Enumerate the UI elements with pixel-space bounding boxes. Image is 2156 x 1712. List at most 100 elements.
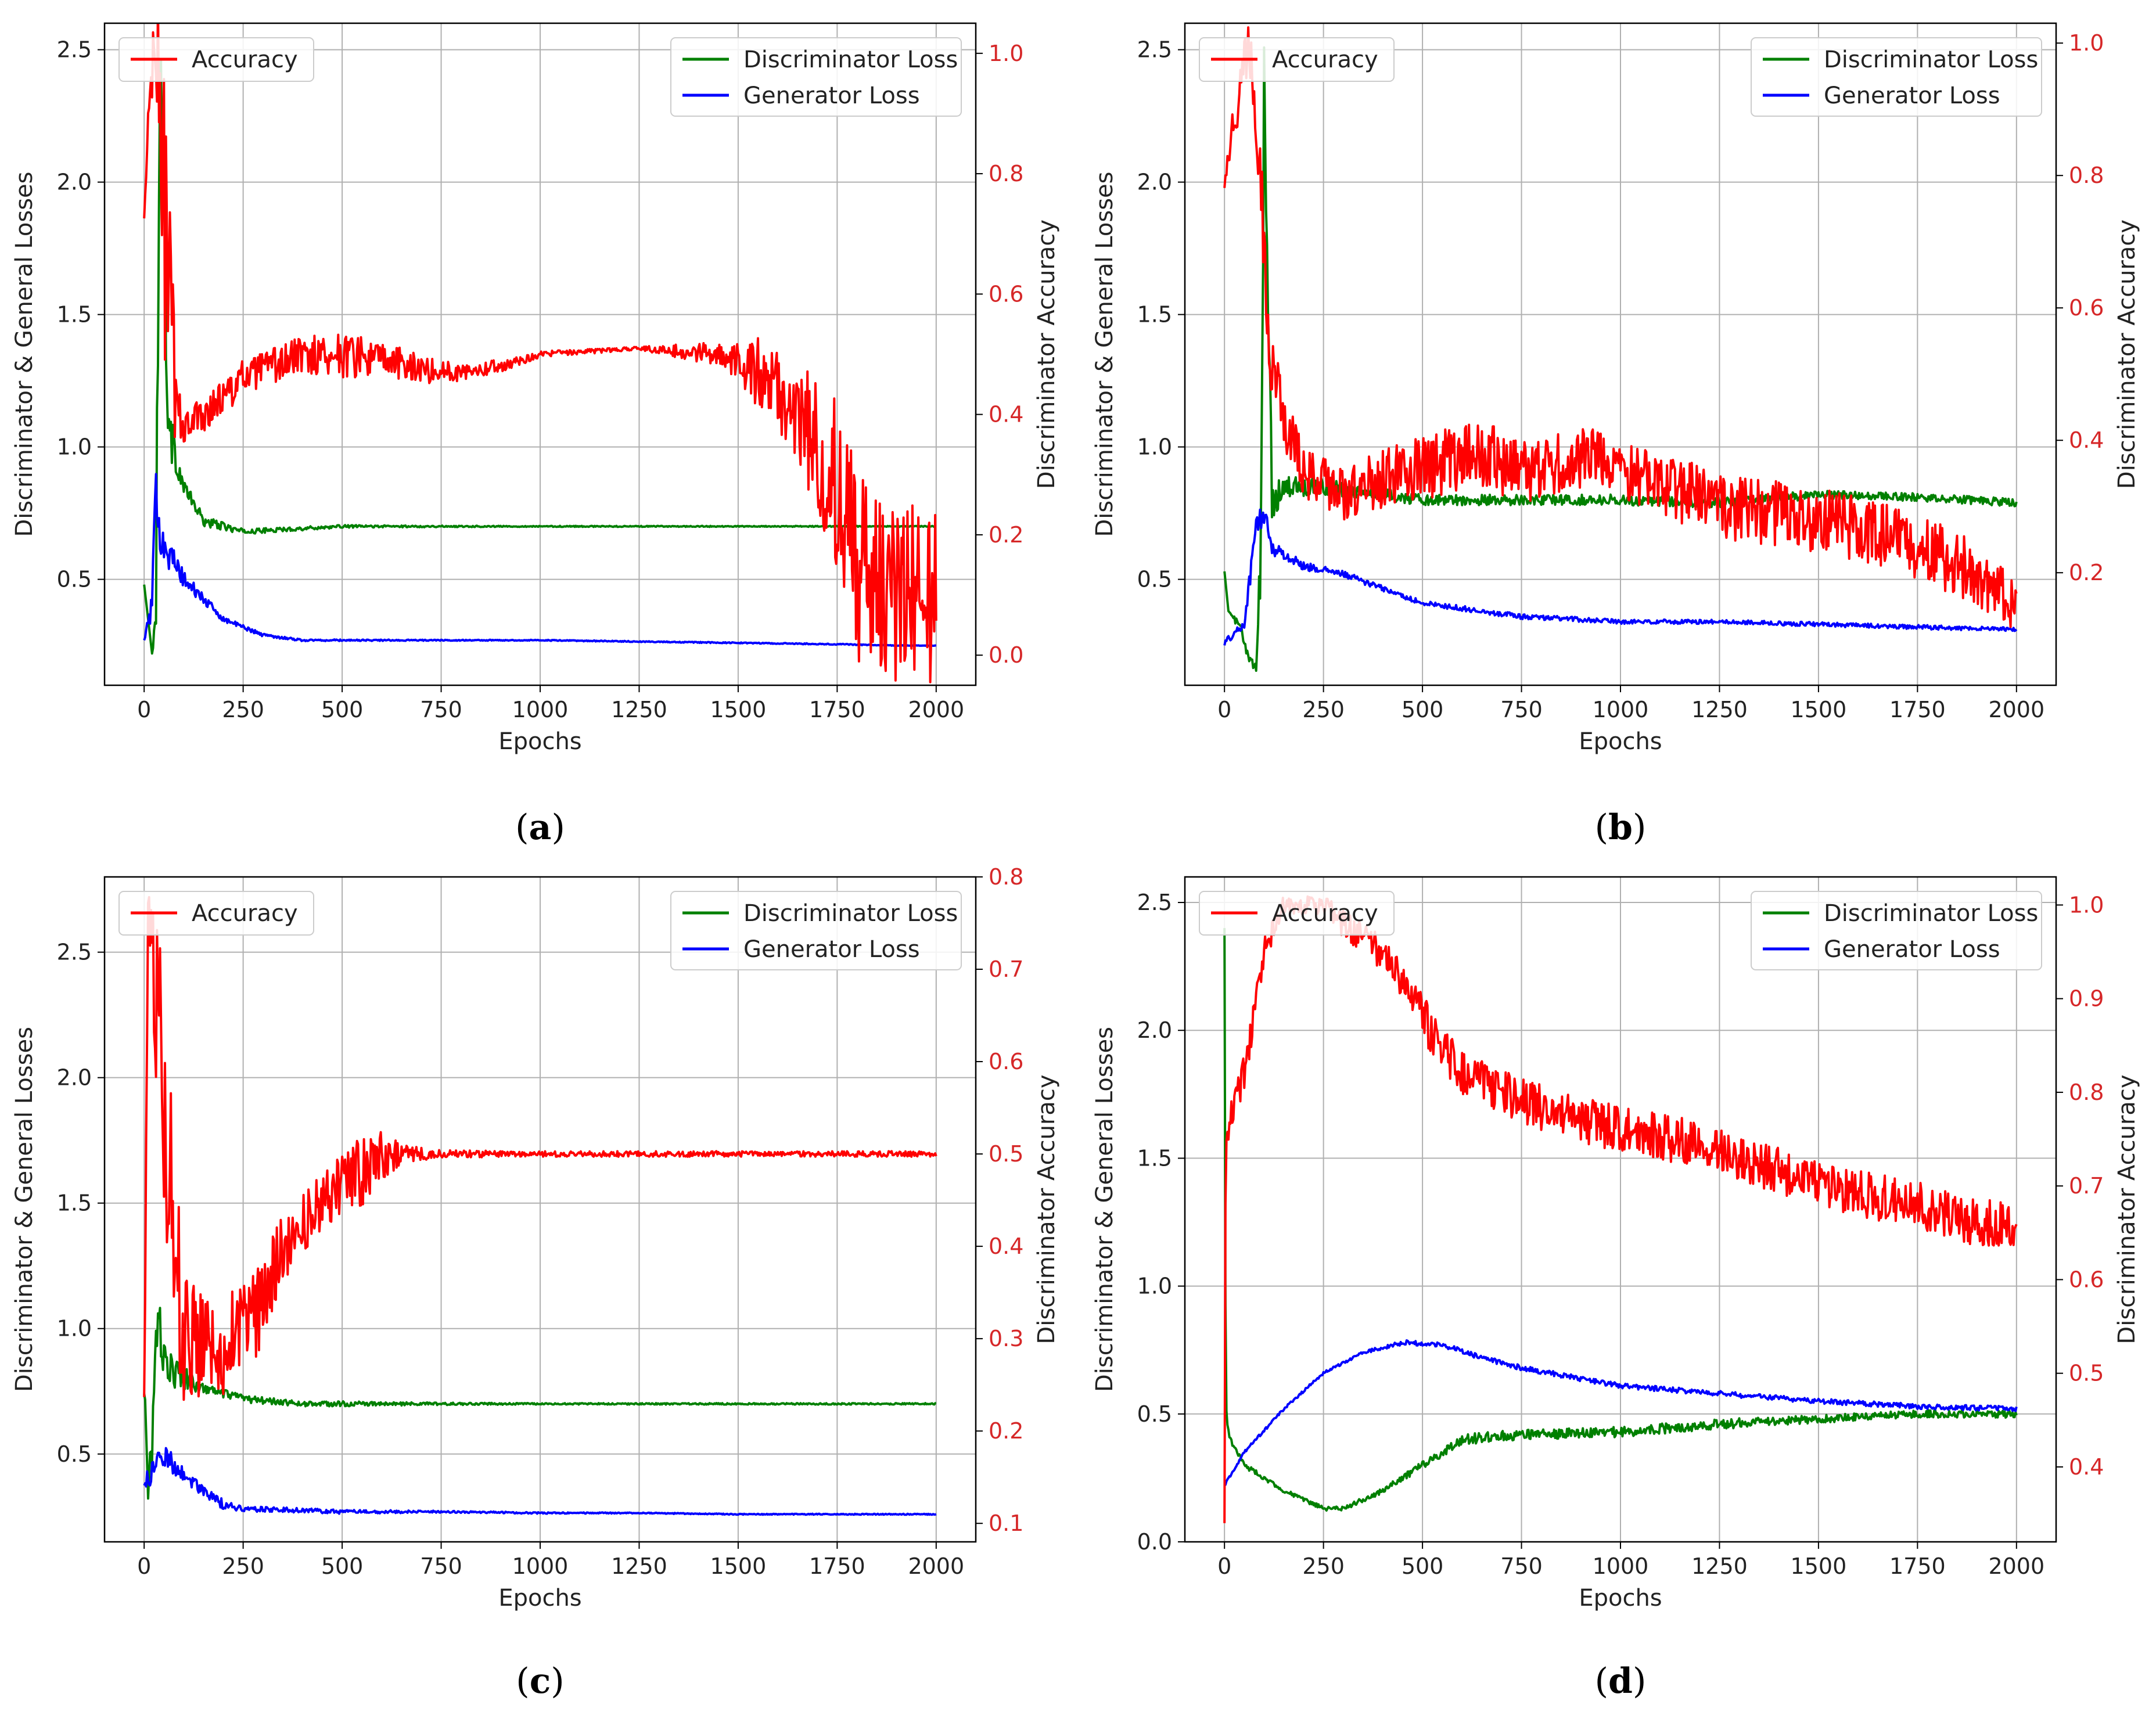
x-axis-title: Epochs (498, 728, 581, 755)
legend-box (118, 37, 314, 82)
legend-accuracy: Accuracy (118, 37, 314, 82)
panel-caption-c: (c) (516, 1661, 564, 1702)
y2-tick-label: 0.3 (989, 1326, 1023, 1351)
x-axis-title: Epochs (498, 1585, 581, 1612)
y2-axis-title: Discriminator Accuracy (2114, 1074, 2140, 1344)
y2-tick-label: 0.2 (989, 522, 1023, 548)
x-tick-label: 250 (222, 1553, 264, 1579)
legend-label-generator-loss: Generator Loss (743, 82, 920, 109)
x-tick-label: 1750 (809, 1553, 865, 1579)
x-tick-label: 250 (222, 697, 264, 722)
y2-tick-label: 0.0 (989, 642, 1023, 668)
legend-label-accuracy: Accuracy (192, 46, 298, 73)
y2-axis-title: Discriminator Accuracy (1033, 1074, 1060, 1344)
y-tick-label: 1.5 (1137, 1145, 1172, 1171)
generator-loss-line (143, 473, 937, 647)
y-axis-title: Discriminator & General Losses (11, 1027, 38, 1392)
x-tick-label: 1500 (1791, 1553, 1847, 1579)
y-tick-label: 2.5 (1137, 37, 1172, 63)
accuracy-line (1223, 26, 2018, 628)
x-tick-label: 1750 (809, 697, 865, 722)
y2-tick-label: 0.5 (2069, 1361, 2104, 1386)
legend-label-generator-loss: Generator Loss (1824, 82, 2000, 109)
legend-label-discriminator-loss: Discriminator Loss (743, 900, 958, 927)
y-tick-label: 1.0 (57, 434, 92, 460)
y-tick-label: 1.0 (1137, 1274, 1172, 1299)
y-tick-label: 0.5 (1137, 1401, 1172, 1427)
legend-accuracy: Accuracy (1199, 37, 1395, 82)
y-tick-label: 1.0 (1137, 434, 1172, 460)
y2-tick-label: 0.2 (989, 1418, 1023, 1444)
panel-caption-a: (a) (515, 807, 565, 848)
y-tick-label: 2.5 (57, 940, 92, 965)
legend-accuracy: Accuracy (1199, 891, 1395, 936)
y2-tick-label: 0.6 (2069, 295, 2104, 321)
legend-label-accuracy: Accuracy (1272, 46, 1378, 73)
x-tick-label: 1000 (512, 1553, 569, 1579)
accuracy-line (143, 895, 937, 1401)
x-tick-label: 1000 (1593, 697, 1649, 722)
x-tick-label: 750 (1500, 1553, 1543, 1579)
y-tick-label: 2.0 (1137, 170, 1172, 195)
y-tick-label: 2.5 (57, 37, 92, 63)
generator-loss-line (1224, 1339, 2018, 1486)
x-tick-label: 500 (321, 697, 364, 722)
y2-tick-label: 0.6 (989, 1049, 1023, 1074)
y-axis-title: Discriminator & General Losses (1091, 171, 1118, 537)
chart-panel-d: 0 250 500 750 1000 1250 1500 1750 2000 0.0 0.5 1.0 1… (1091, 876, 2140, 1612)
chart-panel-a: 0 250 500 750 1000 1250 1500 1750 2000 0.5 1.0 1.5 2… (11, 22, 1060, 755)
x-axis-title: Epochs (1579, 1585, 1662, 1612)
y2-tick-label: 0.2 (2069, 560, 2104, 585)
y-tick-label: 2.0 (57, 1065, 92, 1091)
legend-losses: Discriminator Loss Generator Loss (670, 891, 962, 970)
y2-tick-label: 0.7 (989, 956, 1023, 982)
legend-losses: Discriminator Loss Generator Loss (1751, 891, 2042, 970)
x-tick-label: 0 (1217, 697, 1231, 722)
x-tick-label: 1750 (1889, 1553, 1946, 1579)
y2-tick-label: 1.0 (2069, 30, 2104, 56)
y-tick-label: 1.0 (57, 1316, 92, 1341)
legend-losses: Discriminator Loss Generator Loss (1751, 37, 2042, 117)
y-tick-label: 1.5 (57, 1191, 92, 1216)
chart-panel-c: 0 250 500 750 1000 1250 1500 1750 2000 0.5 1.0 1.5 2… (11, 864, 1060, 1612)
y2-tick-label: 0.8 (989, 864, 1023, 890)
x-tick-label: 2000 (1988, 1553, 2044, 1579)
x-tick-label: 1250 (611, 697, 667, 722)
x-axis-title: Epochs (1579, 728, 1662, 755)
y2-tick-label: 0.9 (2069, 986, 2104, 1012)
legend-box (670, 37, 962, 117)
x-tick-label: 1250 (1691, 697, 1748, 722)
discriminator-loss-line (143, 1307, 937, 1500)
y-tick-label: 2.0 (57, 170, 92, 195)
legend-label-accuracy: Accuracy (1272, 900, 1378, 927)
y2-tick-label: 0.6 (2069, 1267, 2104, 1292)
y-tick-label: 1.5 (1137, 302, 1172, 328)
y2-tick-label: 0.8 (2069, 163, 2104, 188)
y-axis-title: Discriminator & General Losses (1091, 1027, 1118, 1392)
x-tick-label: 2000 (908, 1553, 964, 1579)
discriminator-loss-line (143, 58, 937, 655)
x-tick-label: 250 (1302, 697, 1345, 722)
y2-tick-label: 0.7 (2069, 1173, 2104, 1199)
y2-tick-label: 0.8 (2069, 1080, 2104, 1105)
x-tick-label: 1000 (512, 697, 569, 722)
y2-tick-label: 1.0 (989, 41, 1023, 66)
generator-loss-line (143, 1447, 937, 1516)
x-tick-label: 1500 (710, 1553, 767, 1579)
legend-box (1751, 37, 2042, 117)
y2-tick-label: 1.0 (2069, 892, 2104, 918)
x-tick-label: 2000 (908, 697, 964, 722)
x-tick-label: 750 (1500, 697, 1543, 722)
legend-box (1199, 891, 1395, 936)
y-tick-label: 0.0 (1137, 1529, 1172, 1555)
legend-box (1199, 37, 1395, 82)
y2-tick-label: 0.4 (989, 402, 1023, 427)
legend-label-accuracy: Accuracy (192, 900, 298, 927)
y2-tick-label: 0.6 (989, 281, 1023, 307)
x-tick-label: 1250 (611, 1553, 667, 1579)
generator-loss-line (1223, 508, 2018, 646)
legend-label-discriminator-loss: Discriminator Loss (743, 46, 958, 73)
legend-box (670, 891, 962, 970)
accuracy-line (143, 23, 937, 684)
legend-box (118, 891, 314, 936)
